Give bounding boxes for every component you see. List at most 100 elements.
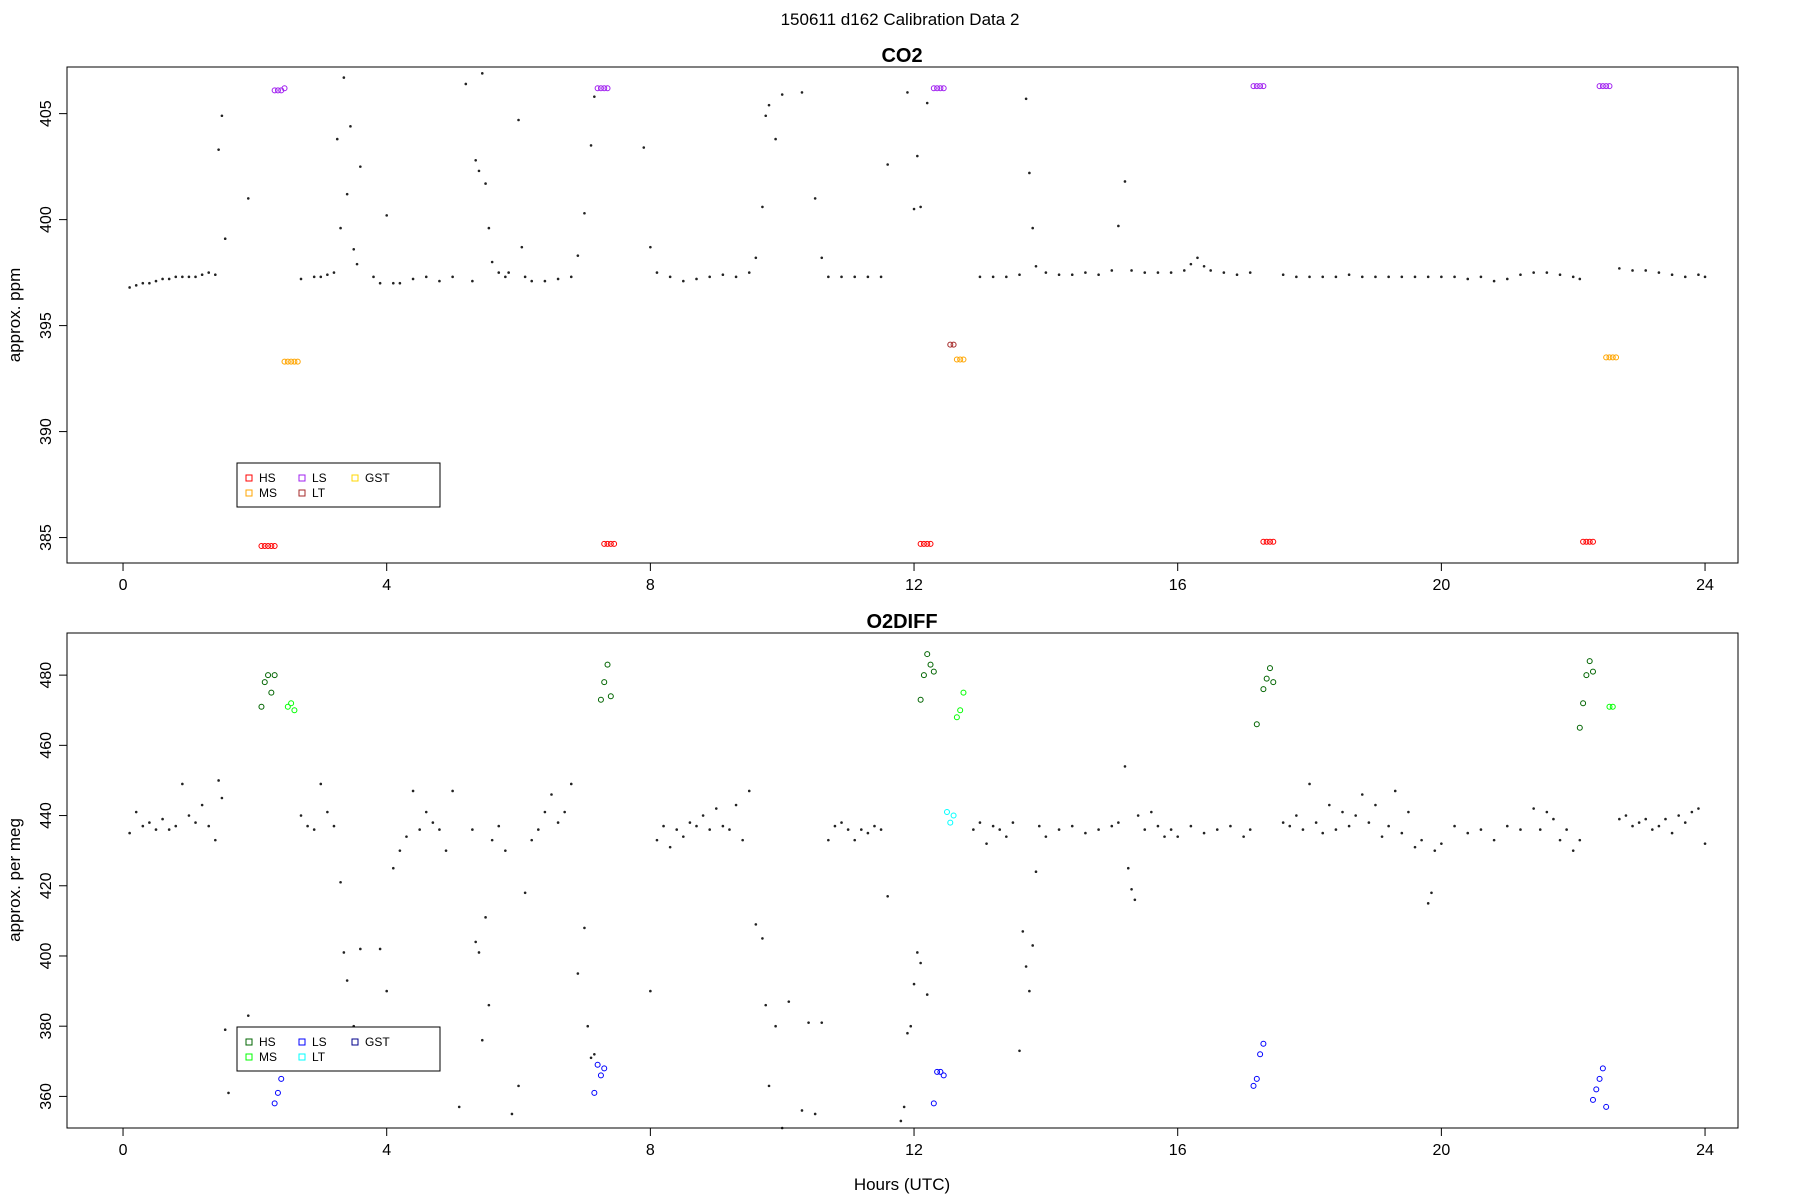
co2-data-point (1018, 273, 1021, 277)
o2diff-hs-point (604, 661, 611, 668)
o2diff-data-point (1637, 821, 1641, 824)
co2-hs-point (1270, 538, 1277, 545)
co2-data-point (1519, 273, 1522, 277)
o2diff-data-point (227, 1091, 230, 1095)
o2diff-data-point (345, 979, 349, 982)
o2diff-data-point (1057, 828, 1061, 831)
co2-hs-point (607, 540, 614, 547)
co2-data-point (906, 91, 909, 94)
co2-data-point (319, 275, 323, 279)
co2-hs-point (1266, 538, 1273, 545)
o2diff-data-point (972, 828, 975, 831)
co2-data-point (1374, 275, 1377, 279)
o2diff-ls-point (1260, 1040, 1267, 1047)
co2-lt-point (950, 341, 957, 348)
o2diff-data-point (1387, 824, 1390, 828)
co2-ls-point (604, 85, 611, 92)
o2diff-data-point (1624, 814, 1628, 817)
co2-data-point (1492, 279, 1496, 283)
co2-data-point (154, 279, 158, 283)
o2diff-data-point (385, 989, 388, 993)
o2diff-legend-label-ms: MS (259, 1050, 277, 1064)
co2-hs-point (920, 540, 927, 547)
o2diff-data-point (1341, 810, 1344, 814)
o2diff-hs-point (1270, 679, 1277, 686)
o2diff-data-point (1644, 817, 1648, 821)
o2diff-data-point (909, 1024, 913, 1028)
o2diff-data-point (764, 1003, 768, 1007)
co2-y-axis-label: approx. ppm (5, 268, 24, 363)
co2-lt-point (947, 341, 954, 348)
o2diff-data-point (332, 824, 336, 828)
co2-data-point (1024, 97, 1028, 101)
co2-data-point (148, 281, 151, 285)
co2-data-point (411, 277, 415, 281)
o2diff-data-point (1308, 782, 1311, 786)
co2-x-tick-label: 8 (646, 577, 655, 594)
co2-data-point (220, 114, 224, 118)
o2diff-data-point (985, 842, 988, 845)
co2-data-point (1387, 275, 1390, 279)
co2-data-point (780, 93, 784, 96)
o2diff-data-point (1400, 831, 1404, 835)
co2-data-point (813, 197, 817, 200)
o2diff-data-point (912, 982, 916, 986)
co2-data-point (886, 163, 889, 166)
o2diff-ls-point (1589, 1096, 1596, 1103)
co2-data-point (1321, 275, 1325, 279)
o2diff-data-point (174, 824, 178, 828)
o2diff-data-point (655, 838, 659, 842)
co2-data-point (214, 273, 217, 277)
o2diff-data-point (484, 916, 487, 919)
o2diff-x-tick-label: 8 (646, 1142, 655, 1159)
o2diff-hs-point (930, 668, 937, 675)
co2-ls-point (934, 85, 941, 92)
co2-data-point (326, 273, 329, 277)
o2diff-data-point (576, 972, 580, 975)
o2diff-data-point (978, 821, 982, 824)
o2diff-hs-point (927, 661, 934, 668)
o2diff-data-point (1677, 814, 1680, 817)
o2diff-ms-point (953, 714, 960, 721)
o2diff-data-point (556, 821, 560, 824)
o2diff-data-point (1505, 824, 1509, 828)
o2diff-data-point (866, 831, 870, 835)
o2diff-ls-point (1257, 1051, 1264, 1058)
o2diff-legend-swatch-ms (245, 1053, 253, 1061)
o2diff-ms-point (1606, 703, 1613, 710)
o2diff-data-point (1664, 817, 1667, 821)
o2diff-data-point (537, 828, 540, 831)
co2-ls-point (1606, 83, 1613, 90)
co2-data-point (167, 277, 171, 281)
co2-data-point (1618, 267, 1621, 270)
co2-data-point (1235, 273, 1239, 277)
o2diff-data-point (1697, 807, 1700, 810)
o2diff-plot-title: O2DIFF (866, 611, 937, 633)
co2-hs-point (1580, 538, 1587, 545)
co2-data-point (695, 277, 698, 281)
co2-data-point (372, 275, 375, 279)
co2-data-point (978, 275, 982, 279)
o2diff-data-point (312, 828, 316, 831)
o2diff-data-point (916, 951, 919, 954)
co2-ls-point (937, 85, 944, 92)
co2-data-point (299, 277, 303, 281)
o2diff-data-point (1288, 824, 1292, 828)
o2diff-data-point (319, 782, 323, 786)
o2diff-ls-point (1253, 1075, 1260, 1082)
o2diff-data-point (1143, 828, 1147, 831)
co2-ms-point (291, 358, 298, 365)
o2diff-data-point (1110, 824, 1114, 828)
o2diff-hs-point (261, 679, 268, 686)
o2diff-ms-point (957, 707, 964, 714)
o2diff-data-point (1301, 828, 1305, 831)
co2-hs-point (601, 540, 608, 547)
o2diff-data-point (807, 1021, 810, 1024)
o2diff-hs-point (920, 672, 927, 679)
o2diff-data-point (161, 817, 164, 821)
co2-data-point (424, 275, 428, 279)
co2-data-point (1057, 273, 1061, 277)
o2diff-data-point (1466, 831, 1470, 835)
o2diff-hs-point (924, 651, 931, 658)
o2diff-ls-point (1593, 1086, 1600, 1093)
